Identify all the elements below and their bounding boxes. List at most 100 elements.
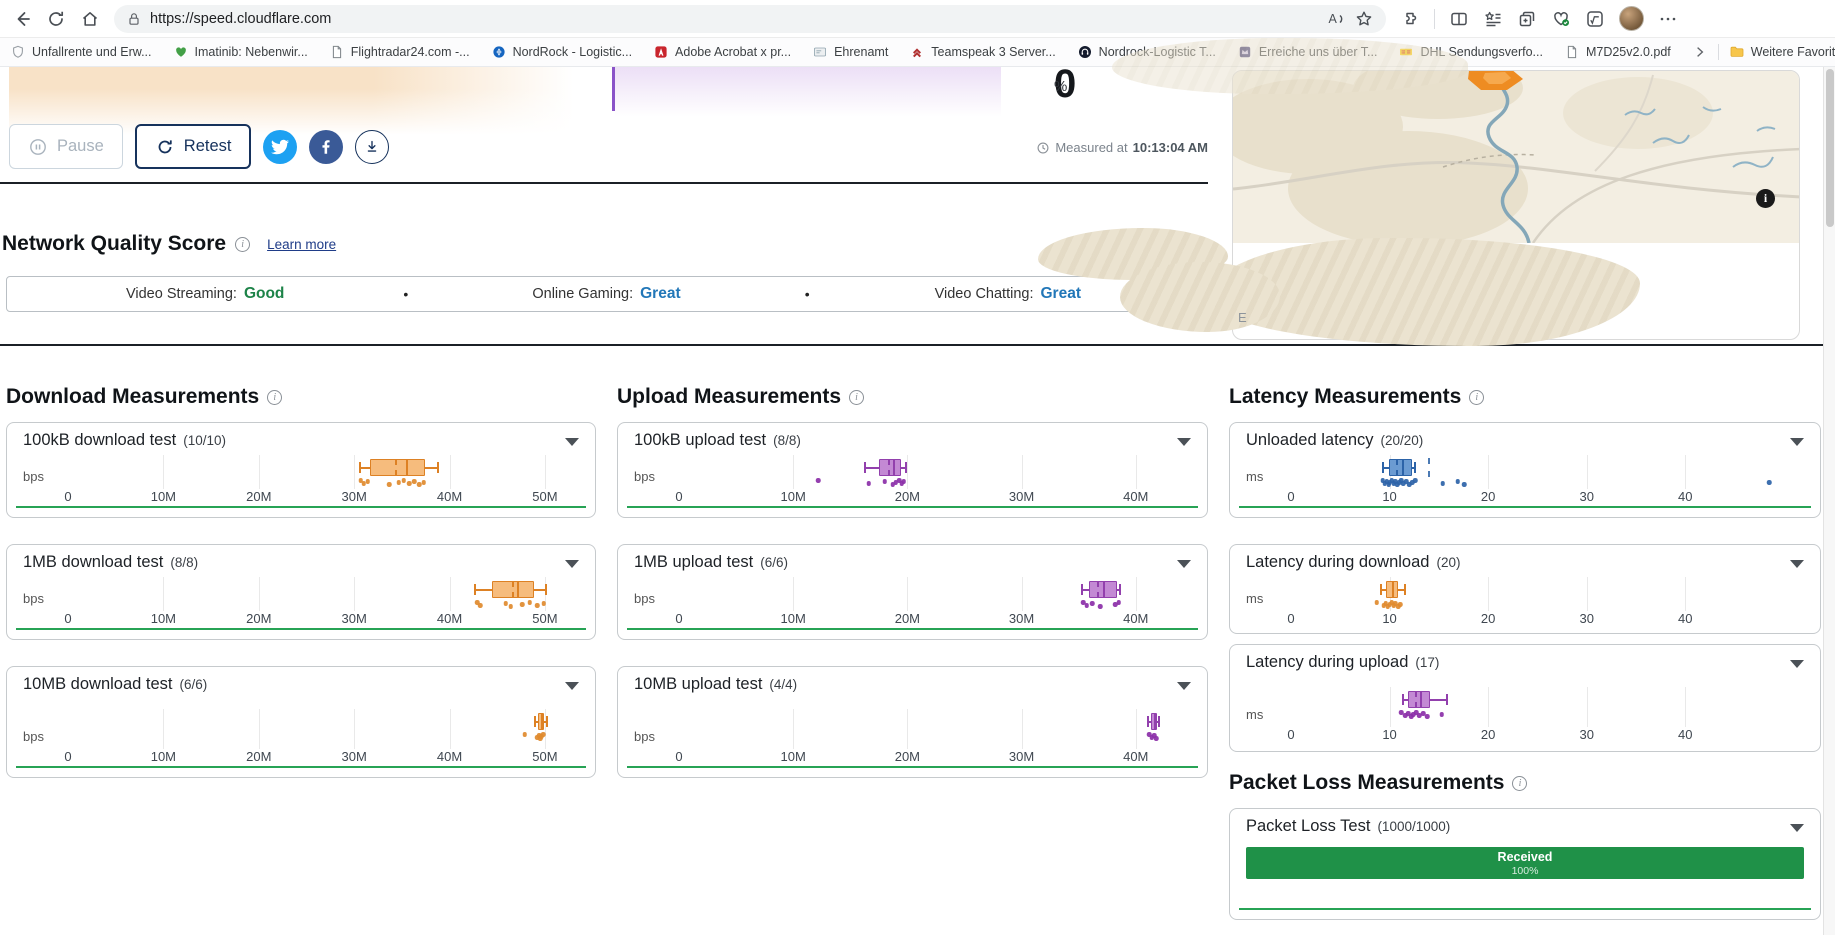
back-icon[interactable] xyxy=(12,9,32,29)
bookmark-item[interactable]: NordRock - Logistic... xyxy=(491,44,632,60)
bookmark-item[interactable]: Unfallrente und Erw... xyxy=(10,44,152,60)
expand-chevron-icon[interactable] xyxy=(565,438,579,446)
data-point xyxy=(1409,480,1415,485)
axis-tick-label: 20M xyxy=(246,611,272,626)
axis-tick-label: 10 xyxy=(1382,727,1397,742)
extensions-icon[interactable] xyxy=(1400,9,1420,29)
info-icon[interactable]: i xyxy=(1469,389,1485,405)
map-info-button[interactable]: i xyxy=(1756,189,1775,208)
share-twitter-button[interactable] xyxy=(263,129,298,164)
expand-chevron-icon[interactable] xyxy=(565,560,579,568)
gridline xyxy=(354,455,356,489)
upload-100kb-card: 100kB upload test (8/8) bps 0 10M 20M 30M 40M xyxy=(617,422,1208,518)
axis-tick-label: 0 xyxy=(1287,727,1295,742)
download-cards: 100kB download test (10/10) bps 0 10M 20M 30M 4… xyxy=(6,422,596,778)
axis-ticks: 0 10M 20M 30M 40M xyxy=(634,611,1191,627)
card-header: Latency during upload (17) xyxy=(1246,653,1804,675)
median-line xyxy=(1420,691,1423,708)
boxplot-chart: ms xyxy=(1246,455,1804,489)
bookmark-item[interactable]: Adobe Acrobat x pr... xyxy=(653,44,791,60)
read-aloud-icon[interactable]: A xyxy=(1326,9,1346,29)
browser-essentials-icon[interactable] xyxy=(1551,9,1571,29)
card-title: Packet Loss Test xyxy=(1246,817,1371,835)
info-icon[interactable]: i xyxy=(267,389,283,405)
expand-chevron-icon[interactable] xyxy=(1177,560,1191,568)
url-text[interactable]: https://speed.cloudflare.com xyxy=(150,10,332,27)
card-progress-line xyxy=(1239,506,1811,508)
retest-button[interactable]: Retest xyxy=(134,124,252,169)
data-point xyxy=(1374,600,1379,605)
data-point xyxy=(1406,711,1411,716)
gridline xyxy=(354,709,356,749)
data-point xyxy=(1149,735,1154,740)
share-facebook-button[interactable] xyxy=(309,129,344,164)
data-point xyxy=(421,480,427,485)
plot-area xyxy=(1291,577,1774,611)
bookmarks-overflow-chevron-icon[interactable] xyxy=(1692,44,1708,60)
bookmark-item[interactable]: DHL Sendungsverfo... xyxy=(1398,44,1543,60)
info-icon[interactable]: i xyxy=(1512,775,1528,791)
info-icon[interactable]: i xyxy=(235,236,251,252)
mean-dash-line xyxy=(887,459,890,476)
gridline xyxy=(163,577,165,611)
bookmark-item[interactable]: Nordrock-Logistic T... xyxy=(1077,44,1216,60)
math-solver-icon[interactable] xyxy=(1585,9,1605,29)
more-favorites-folder[interactable]: Weitere Favoriten xyxy=(1729,44,1835,60)
plot-area xyxy=(68,455,564,489)
whisker-cap xyxy=(544,584,547,595)
bookmark-item[interactable]: Flightradar24.com -... xyxy=(329,44,470,60)
favorite-star-icon[interactable] xyxy=(1354,9,1374,29)
gridline xyxy=(258,709,260,749)
map-attribution-fragment: E xyxy=(1238,310,1247,325)
data-point xyxy=(1413,710,1419,715)
address-bar[interactable]: https://speed.cloudflare.com A xyxy=(114,4,1386,33)
bookmark-item[interactable]: Teamspeak 3 Server... xyxy=(909,44,1056,60)
toolbar-separator xyxy=(1434,8,1435,29)
plot-area xyxy=(679,577,1170,611)
info-icon[interactable]: i xyxy=(849,389,865,405)
expand-chevron-icon[interactable] xyxy=(1790,438,1804,446)
expand-chevron-icon[interactable] xyxy=(1177,682,1191,690)
bookmark-item[interactable]: M7D25v2.0.pdf xyxy=(1564,44,1671,60)
box xyxy=(1408,691,1430,708)
percent-unit: % xyxy=(1054,78,1068,95)
expand-chevron-icon[interactable] xyxy=(1177,438,1191,446)
card-progress-line xyxy=(16,506,586,508)
expand-chevron-icon[interactable] xyxy=(1790,824,1804,832)
gridline xyxy=(1488,577,1490,611)
download-results-button[interactable] xyxy=(355,129,390,164)
expand-chevron-icon[interactable] xyxy=(565,682,579,690)
axis-tick-label: 20M xyxy=(246,489,272,504)
packet-loss-section-header: Packet Loss Measurements i xyxy=(1229,770,1821,796)
expand-chevron-icon[interactable] xyxy=(1790,660,1804,668)
pause-button[interactable]: Pause xyxy=(9,124,123,169)
axis-unit-label: bps xyxy=(23,591,44,606)
gridline xyxy=(1488,687,1490,727)
card-progress-line xyxy=(16,766,586,768)
packet-loss-cards: Packet Loss Test (1000/1000) Received 100% xyxy=(1229,808,1821,920)
refresh-icon[interactable] xyxy=(46,9,66,29)
bookmark-item[interactable]: Ehrenamt xyxy=(812,44,888,60)
axis-tick-label: 50M xyxy=(532,611,558,626)
bookmark-item[interactable]: Imatinib: Nebenwir... xyxy=(173,44,308,60)
profile-avatar[interactable] xyxy=(1619,6,1644,31)
gridline xyxy=(258,577,260,611)
box xyxy=(1388,459,1413,476)
split-screen-icon[interactable] xyxy=(1449,9,1469,29)
data-point xyxy=(1393,479,1398,484)
scrollbar[interactable] xyxy=(1823,67,1835,935)
axis-tick-label: 40M xyxy=(1123,489,1149,504)
quality-item: Video Chatting: Great xyxy=(810,285,1206,303)
expand-chevron-icon[interactable] xyxy=(1790,560,1804,568)
clock-icon xyxy=(1037,142,1049,153)
collections-icon[interactable] xyxy=(1517,9,1537,29)
home-icon[interactable] xyxy=(80,9,100,29)
download-icon xyxy=(368,140,377,152)
learn-more-link[interactable]: Learn more xyxy=(267,236,337,252)
retest-label: Retest xyxy=(183,137,232,155)
favorites-list-icon[interactable] xyxy=(1483,9,1503,29)
scrollbar-thumb[interactable] xyxy=(1826,69,1834,227)
more-menu-icon[interactable] xyxy=(1658,9,1678,29)
card-count: (10/10) xyxy=(183,433,226,448)
bookmark-item[interactable]: Erreiche uns über T... xyxy=(1237,44,1377,60)
